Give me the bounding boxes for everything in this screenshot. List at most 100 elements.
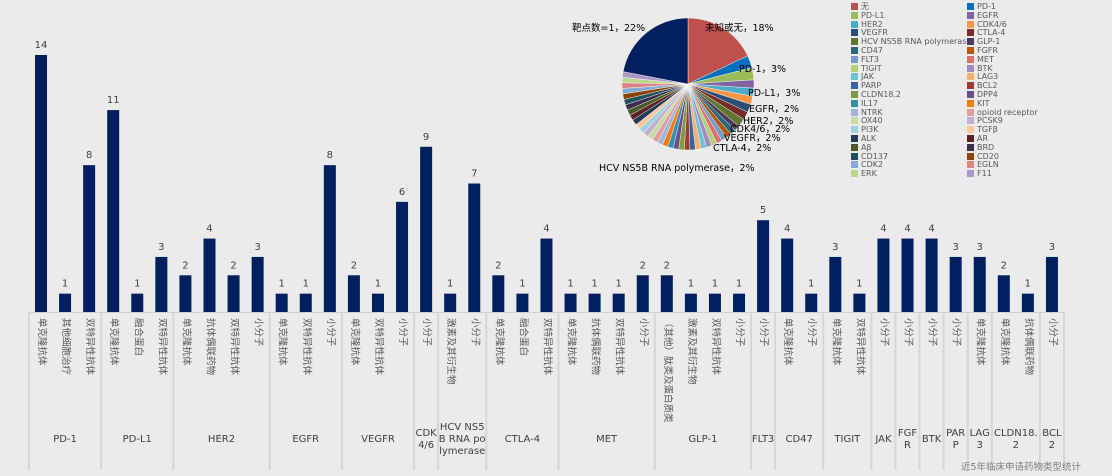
legend-item: Aβ [851, 143, 872, 152]
group-label: PARP [946, 428, 966, 451]
legend-label: EGFR [977, 10, 999, 20]
legend-label: PCSK9 [977, 116, 1003, 126]
legend-swatch [967, 143, 974, 151]
bar [396, 201, 409, 312]
data-label: 2 [664, 260, 670, 271]
data-label: 5 [760, 205, 766, 216]
bar [83, 165, 96, 312]
pie-data-label: CDK4/6，2% [730, 124, 791, 135]
group-label: BCL2 [1042, 428, 1062, 451]
category-label: 小分子 [397, 318, 409, 347]
category-label: 小分子 [421, 318, 433, 347]
legend-swatch [851, 161, 858, 169]
data-label: 1 [62, 279, 68, 290]
legend-item: MET [967, 55, 994, 64]
category-label: 其他细胞治疗 [60, 318, 72, 376]
legend-swatch [967, 11, 974, 19]
group-label: HCV NS5B RNA polymerase [438, 422, 486, 457]
category-label: 抗体偶联药物 [589, 318, 601, 376]
legend-swatch [967, 126, 974, 134]
legend-label: PARP [861, 81, 882, 91]
legend-swatch [851, 91, 858, 98]
bar [492, 275, 505, 312]
category-label: 双特异性抗体 [541, 318, 553, 376]
bar [925, 238, 938, 312]
category-label: 激素及其衍生物 [685, 318, 697, 385]
legend-item: EGFR [967, 11, 998, 20]
legend-item: CD137 [851, 152, 888, 161]
legend-item: TIGIT [851, 64, 882, 73]
data-label: 8 [86, 150, 92, 161]
legend-item: BCL2 [967, 81, 997, 90]
legend-swatch [967, 99, 974, 107]
data-label: 1 [591, 279, 597, 290]
group-label: MET [596, 434, 618, 445]
legend-label: MET [977, 54, 994, 64]
bar [997, 275, 1010, 312]
legend-label: AR [977, 134, 989, 143]
bar [708, 293, 721, 312]
legend-swatch [967, 73, 974, 81]
legend-label: PD-L1 [861, 10, 885, 20]
category-label: 激素及其衍生物 [445, 318, 457, 385]
legend-swatch [851, 82, 858, 90]
data-label: 1 [279, 279, 285, 290]
category-label: 小分子 [878, 318, 890, 347]
legend-item: VEGFR [851, 28, 888, 37]
bar [444, 293, 457, 312]
legend-label: HER2 [861, 19, 883, 29]
pie-data-label: CTLA-4，2% [713, 143, 772, 154]
legend-item: PARP [851, 81, 881, 90]
group-label: LAG3 [969, 428, 990, 451]
legend-item: CTLA-4 [967, 28, 1005, 37]
group-label: JAK [875, 434, 892, 445]
legend-swatch [967, 117, 974, 125]
data-label: 1 [712, 279, 718, 290]
legend-label: DPP4 [977, 90, 998, 99]
legend-item: NTRK [851, 108, 883, 117]
legend-swatch [851, 29, 858, 37]
legend-swatch [851, 170, 858, 178]
bar [227, 275, 240, 312]
data-label: 8 [327, 150, 333, 161]
data-label: 2 [1001, 260, 1007, 271]
bar [805, 293, 818, 312]
legend-item: PD-1 [967, 2, 996, 11]
category-label: 小分子 [637, 318, 649, 347]
group-label: GLP-1 [688, 434, 718, 445]
bar [323, 165, 336, 312]
bar [636, 275, 649, 312]
pie-data-label: HCV NS5B RNA polymerase，2% [599, 163, 755, 174]
pie-data-label: VEGFR，2% [724, 133, 781, 144]
legend-label: OX40 [861, 116, 883, 126]
data-label: 1 [303, 279, 309, 290]
category-label: 融合蛋白 [517, 318, 529, 357]
legend-swatch [851, 3, 858, 10]
data-label: 1 [688, 279, 694, 290]
legend-label: CDK4/6 [977, 19, 1007, 29]
group-label: CLDN18.2 [993, 428, 1038, 451]
category-label: 双特异性抗体 [228, 318, 240, 376]
group-label: CDK4/6 [415, 428, 437, 451]
legend-swatch [967, 135, 974, 142]
category-label: 单克隆抗体 [276, 318, 288, 366]
bar [371, 293, 384, 312]
legend-swatch [967, 152, 974, 160]
legend-item: BTK [967, 64, 993, 73]
bar [973, 256, 986, 312]
category-label: 单克隆抗体 [830, 318, 842, 366]
legend-item: PCSK9 [967, 116, 1003, 125]
data-label: 4 [784, 224, 790, 235]
legend-swatch [851, 108, 858, 116]
legend-label: NTRK [861, 107, 883, 117]
group-label: CD47 [785, 434, 813, 445]
bar [59, 293, 72, 312]
data-label: 2 [495, 260, 501, 271]
bar [155, 256, 168, 312]
data-label: 2 [640, 260, 646, 271]
bar [733, 293, 746, 312]
legend-item: AR [967, 134, 988, 143]
group-label: PD-L1 [122, 434, 152, 445]
data-label: 2 [351, 260, 357, 271]
legend-label: HCV NS5B RNA polymerase [861, 37, 972, 47]
